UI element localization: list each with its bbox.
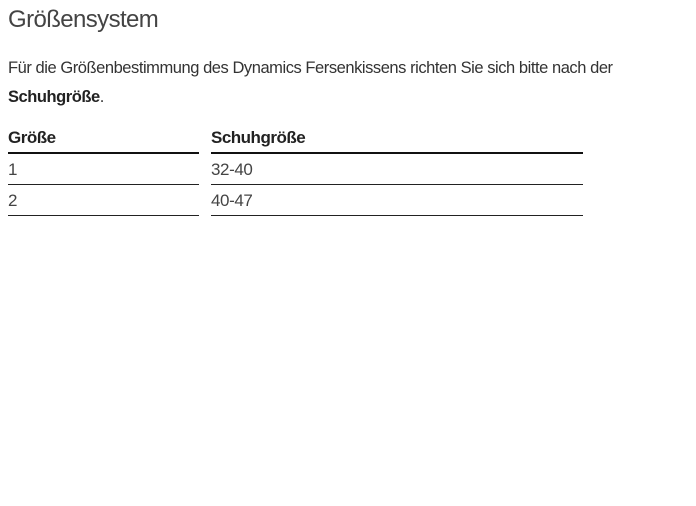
size-column: Größe 1 2: [8, 124, 199, 216]
shoe-size-column: Schuhgröße 32-40 40-47: [211, 124, 583, 216]
intro-end: .: [99, 88, 105, 106]
intro-paragraph: Für die Größenbestimmung des Dynamics Fe…: [8, 54, 613, 112]
table-cell: 40-47: [211, 185, 583, 216]
intro-text: Für die Größenbestimmung des Dynamics Fe…: [8, 59, 613, 77]
intro-bold: Schuhgröße: [8, 88, 100, 106]
header-shoe-size: Schuhgröße: [211, 124, 583, 154]
header-size: Größe: [8, 124, 199, 154]
table-cell: 1: [8, 154, 199, 185]
table-cell: 32-40: [211, 154, 583, 185]
page-title: Größensystem: [8, 6, 159, 33]
table-cell: 2: [8, 185, 199, 216]
